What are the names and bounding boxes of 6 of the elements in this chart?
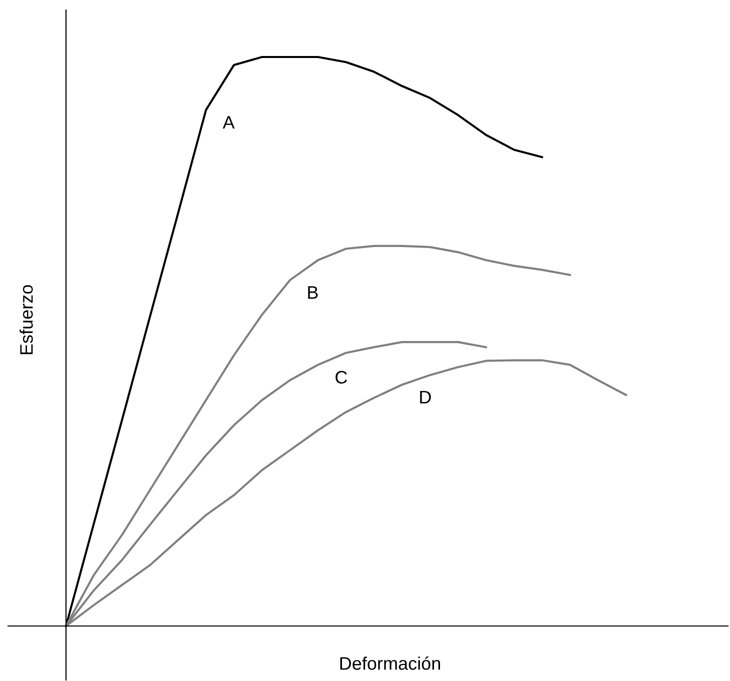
series-label: A xyxy=(222,116,235,129)
series-label: B xyxy=(308,286,318,299)
series-label: C xyxy=(336,370,348,384)
series-label: D xyxy=(420,390,431,404)
x-axis-title: Deformación xyxy=(340,656,440,670)
y-axis-title: Esfuerzo xyxy=(20,285,33,354)
